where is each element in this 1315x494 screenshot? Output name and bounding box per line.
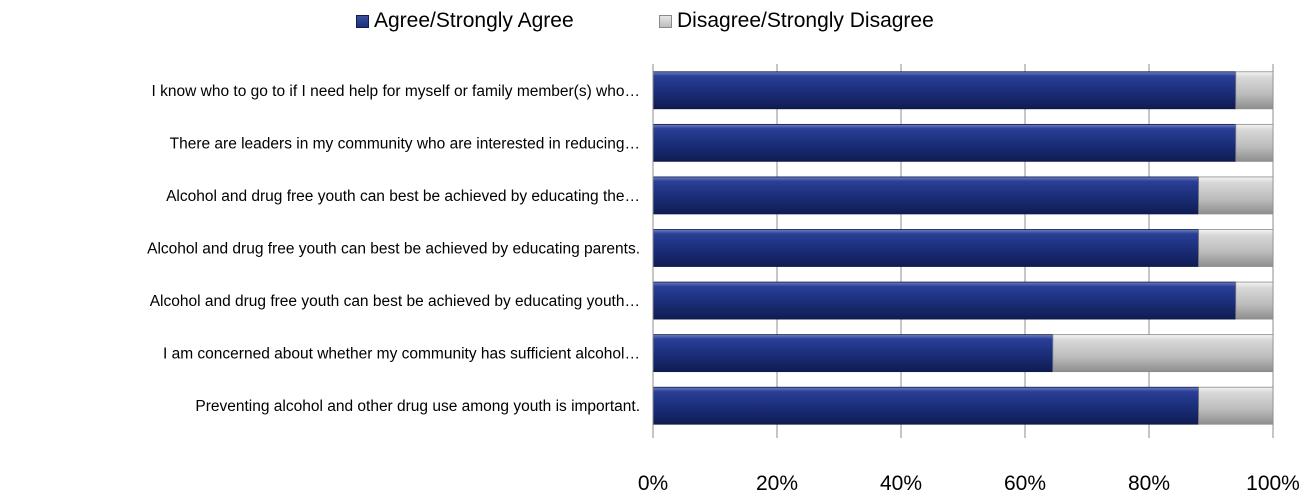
category-label: Preventing alcohol and other drug use am… (195, 398, 640, 415)
legend-swatch-disagree (659, 14, 672, 28)
x-tick-label: 100% (1246, 472, 1300, 494)
bar-agree (652, 229, 1199, 267)
bar-disagree (1198, 386, 1274, 425)
bar-agree (652, 176, 1199, 215)
bar-agree (652, 281, 1237, 320)
bar-disagree (1052, 334, 1274, 373)
legend-item-agree: Agree/Strongly Agree (356, 6, 574, 36)
x-tick-label: 80% (1128, 472, 1170, 494)
category-label: I am concerned about whether my communit… (163, 346, 640, 363)
bar-agree (652, 334, 1054, 373)
x-tick-labels: 0% 20% 40% 60% 80% 100% (638, 472, 1300, 494)
bar-agree (652, 71, 1237, 110)
category-label: I know who to go to if I need help for m… (152, 83, 640, 100)
x-tick-label: 0% (638, 472, 668, 494)
bar-disagree (1235, 281, 1274, 320)
legend-item-disagree: Disagree/Strongly Disagree (659, 6, 934, 36)
bar-disagree (1198, 229, 1274, 267)
category-label: Alcohol and drug free youth can best be … (166, 188, 640, 205)
legend-label-agree: Agree/Strongly Agree (374, 9, 574, 32)
legend: Agree/Strongly Agree Disagree/Strongly D… (0, 6, 1315, 36)
bar-agree (652, 386, 1199, 425)
category-label: There are leaders in my community who ar… (170, 135, 640, 152)
x-tick-label: 40% (880, 472, 922, 494)
x-tick-label: 60% (1004, 472, 1046, 494)
category-label: Alcohol and drug free youth can best be … (150, 293, 640, 310)
bar-agree (652, 123, 1237, 162)
category-label: Alcohol and drug free youth can best be … (147, 241, 640, 258)
bar-disagree (1235, 71, 1274, 110)
bar-disagree (1198, 176, 1274, 215)
category-labels: I know who to go to if I need help for m… (147, 83, 640, 415)
bar-disagree (1235, 123, 1274, 162)
legend-label-disagree: Disagree/Strongly Disagree (677, 9, 934, 32)
bars (652, 71, 1274, 425)
x-tick-label: 20% (756, 472, 798, 494)
axes (652, 64, 1274, 438)
legend-swatch-agree (356, 14, 369, 28)
